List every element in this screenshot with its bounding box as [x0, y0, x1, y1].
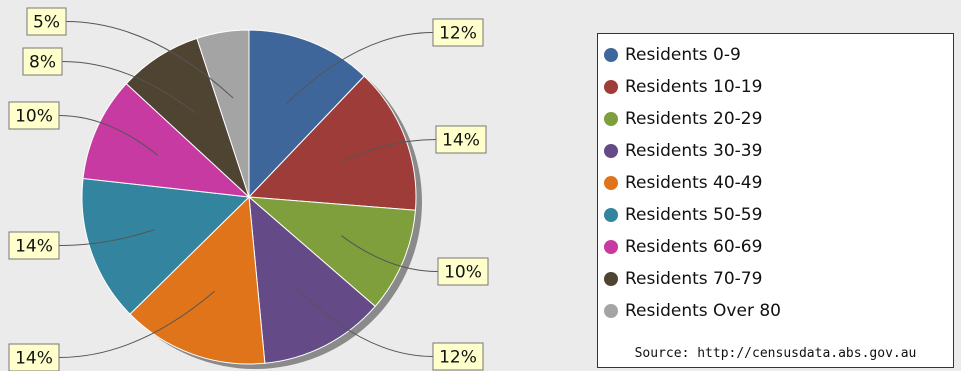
label-leader-line: [58, 115, 159, 156]
pie-slice: [129, 195, 266, 365]
legend-item: Residents 20-29: [604, 103, 953, 135]
legend-label: Residents 0-9: [625, 45, 741, 65]
data-label-box: [22, 47, 63, 76]
legend-swatch: [604, 240, 618, 254]
label-leader-line: [58, 229, 155, 246]
legend-swatch: [604, 176, 618, 190]
legend-source: Source: http://censusdata.abs.gov.au: [634, 346, 917, 361]
data-label-box: [8, 101, 60, 130]
legend-swatch: [604, 272, 618, 286]
data-label-box: [432, 18, 484, 47]
legend-swatch: [604, 80, 618, 94]
legend-label: Residents 70-79: [625, 269, 763, 289]
legend-label: Residents 20-29: [625, 109, 763, 129]
data-label-box: [435, 125, 487, 154]
pie-slice: [82, 82, 251, 198]
data-label-box: [8, 343, 60, 371]
pie-slice: [248, 195, 376, 364]
legend-swatch: [604, 48, 618, 62]
legend-swatch: [604, 144, 618, 158]
legend-label: Residents 40-49: [625, 173, 763, 193]
data-label: 12%: [439, 24, 477, 44]
pie-slice: [196, 29, 250, 198]
legend-label: Residents 30-39: [625, 141, 763, 161]
legend-swatch: [604, 304, 618, 318]
data-label-box: [432, 342, 484, 371]
legend: Residents 0-9 Residents 10-19 Residents 20…: [597, 33, 954, 368]
legend-label: Residents Over 80: [625, 301, 781, 321]
label-leader-line: [61, 61, 196, 114]
legend-item: Residents 10-19: [604, 71, 953, 103]
pie-slice: [247, 75, 417, 211]
pie-slice: [248, 29, 365, 199]
data-label: 14%: [442, 131, 480, 151]
data-label: 14%: [15, 237, 53, 257]
data-label-box: [437, 257, 489, 286]
legend-item: Residents 60-69: [604, 231, 953, 263]
pie-slice: [247, 196, 417, 308]
pie-chart: 12% 14% 10% 12% 14% 14% 10% 8% 5%: [8, 7, 489, 371]
label-leader-line: [342, 139, 437, 162]
data-label-box: [26, 7, 67, 36]
label-leader-line: [285, 32, 434, 105]
data-label: 10%: [15, 107, 53, 127]
legend-item: Residents 30-39: [604, 135, 953, 167]
legend-item: Residents 0-9: [604, 39, 953, 71]
data-label: 14%: [15, 349, 53, 369]
data-label: 8%: [29, 53, 56, 73]
legend-list: Residents 0-9 Residents 10-19 Residents 20…: [598, 34, 953, 327]
data-label-box: [8, 231, 60, 260]
data-label: 12%: [439, 348, 477, 368]
label-leader-line: [65, 21, 234, 99]
legend-swatch: [604, 112, 618, 126]
pie-slice: [81, 177, 251, 315]
legend-label: Residents 10-19: [625, 77, 763, 97]
label-leader-line: [58, 290, 216, 358]
legend-item: Residents 50-59: [604, 199, 953, 231]
legend-item: Residents 40-49: [604, 167, 953, 199]
legend-swatch: [604, 208, 618, 222]
label-leader-line: [341, 235, 439, 272]
legend-label: Residents 60-69: [625, 237, 763, 257]
legend-item: Residents 70-79: [604, 263, 953, 295]
legend-item: Residents Over 80: [604, 295, 953, 327]
data-label: 5%: [33, 13, 60, 33]
data-label: 10%: [444, 263, 482, 283]
legend-label: Residents 50-59: [625, 205, 763, 225]
label-leader-line: [294, 285, 434, 357]
